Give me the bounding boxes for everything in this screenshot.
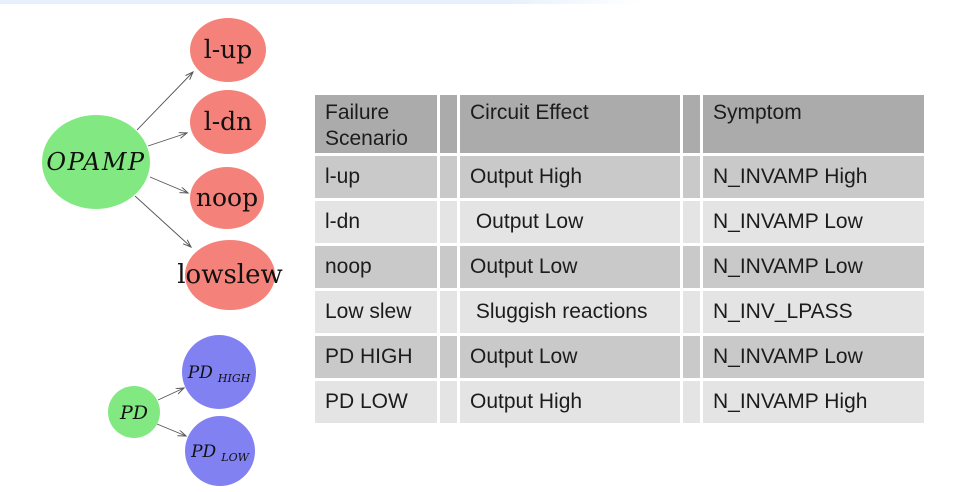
opamp-node-label: OPAMP [46, 148, 145, 176]
cell-symptom: N_INVAMP Low [703, 201, 924, 243]
cell-circuit-effect: Sluggish reactions [460, 291, 680, 333]
col-header-spacer-2 [683, 95, 700, 153]
pd-node-label: PD [119, 402, 148, 424]
fault-node-noop [190, 167, 264, 229]
edge-opamp-lowslew [134, 195, 191, 247]
cell-spacer [440, 291, 457, 333]
cell-failure-scenario: Low slew [315, 291, 437, 333]
cell-spacer [440, 156, 457, 198]
fault-node-l-up [190, 18, 266, 82]
fault-node-lowslew [185, 240, 275, 310]
cell-failure-scenario: PD LOW [315, 381, 437, 423]
cell-failure-scenario: l-dn [315, 201, 437, 243]
fault-node-l-up-label: l-up [204, 35, 253, 64]
pd-low-subscript: LOW [220, 451, 250, 464]
cell-symptom: N_INVAMP High [703, 381, 924, 423]
failure-scenario-table: Failure Scenario Circuit Effect Symptom … [315, 95, 924, 423]
edge-pd-pdlow [156, 423, 186, 436]
cell-circuit-effect: Output Low [460, 246, 680, 288]
fault-tree-diagram: OPAMP l-up l-dn noop lowslew PD PD HIGH … [42, 18, 283, 486]
cell-spacer [683, 156, 700, 198]
fault-node-pd-low [185, 416, 255, 486]
cell-spacer [683, 246, 700, 288]
cell-spacer [440, 201, 457, 243]
cell-failure-scenario: l-up [315, 156, 437, 198]
cell-circuit-effect: Output Low [460, 336, 680, 378]
col-header-symptom: Symptom [703, 95, 924, 153]
edge-pd-pdhigh [157, 388, 184, 401]
fault-node-pd-low-label: PD LOW [190, 442, 250, 464]
fault-node-pd-high [182, 335, 256, 409]
cell-failure-scenario: noop [315, 246, 437, 288]
col-header-failure-scenario: Failure Scenario [315, 95, 437, 153]
edge-opamp-ldn [147, 133, 187, 147]
opamp-edges [134, 72, 193, 247]
fault-node-noop-label: noop [196, 183, 258, 212]
cell-spacer [683, 291, 700, 333]
fault-node-l-dn [190, 90, 266, 154]
cell-spacer [683, 201, 700, 243]
pd-node [108, 386, 160, 438]
cell-symptom: N_INVAMP High [703, 156, 924, 198]
cell-spacer [440, 246, 457, 288]
fault-node-l-dn-label: l-dn [204, 107, 253, 136]
cell-symptom: N_INVAMP Low [703, 336, 924, 378]
cell-circuit-effect: Output Low [460, 201, 680, 243]
pd-low-main: PD [190, 442, 216, 462]
pd-high-subscript: HIGH [217, 372, 251, 385]
cell-symptom: N_INV_LPASS [703, 291, 924, 333]
window-top-edge [0, 0, 640, 4]
pd-edges [156, 388, 186, 436]
cell-spacer [683, 381, 700, 423]
col-header-spacer-1 [440, 95, 457, 153]
cell-circuit-effect: Output High [460, 381, 680, 423]
pd-high-main: PD [187, 363, 213, 383]
cell-spacer [683, 336, 700, 378]
edge-opamp-noop [149, 176, 188, 193]
col-header-circuit-effect: Circuit Effect [460, 95, 680, 153]
cell-spacer [440, 381, 457, 423]
fault-node-pd-high-label: PD HIGH [187, 363, 251, 385]
cell-spacer [440, 336, 457, 378]
cell-symptom: N_INVAMP Low [703, 246, 924, 288]
fault-node-lowslew-label: lowslew [177, 260, 283, 290]
cell-circuit-effect: Output High [460, 156, 680, 198]
edge-opamp-lup [136, 72, 193, 131]
cell-failure-scenario: PD HIGH [315, 336, 437, 378]
opamp-node [42, 115, 150, 209]
